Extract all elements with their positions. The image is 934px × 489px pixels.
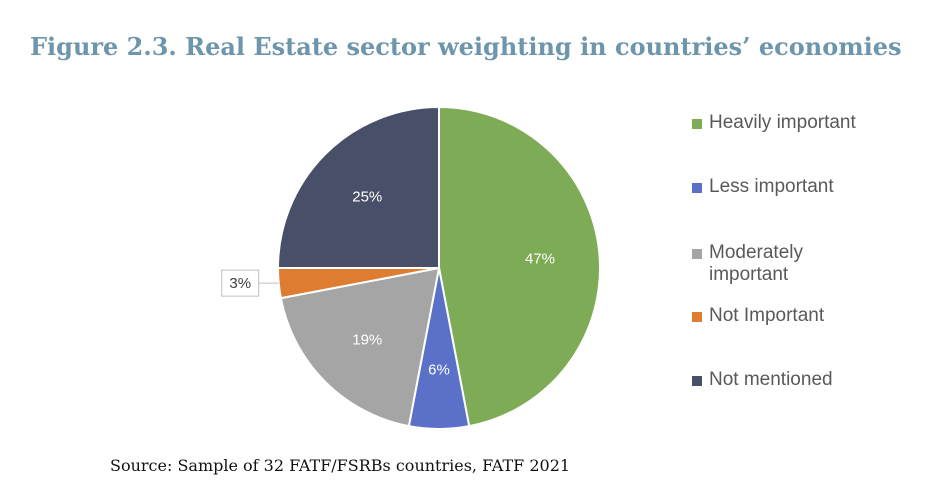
legend-swatch-moderately-important: [692, 249, 702, 259]
figure-title: Figure 2.3. Real Estate sector weighting…: [30, 32, 902, 61]
pie-slice-moderately-important: [279, 266, 441, 428]
legend-item-not-mentioned: Not mentioned: [692, 369, 922, 391]
legend-swatch-less-important: [692, 183, 702, 193]
legend-swatch-not-important: [692, 312, 702, 322]
pie-chart: 47% 6% 19% 3% 25%: [221, 105, 601, 430]
legend-item-less-important: Less important: [692, 176, 922, 198]
source-note: Source: Sample of 32 FATF/FSRBs countrie…: [110, 456, 571, 475]
slice-labels: 47% 6% 19% 3% 25%: [229, 188, 555, 378]
legend-item-not-important: Not Important: [692, 305, 922, 327]
slice-label-moderately-important: 19%: [352, 332, 382, 349]
slice-label-less-important: 6%: [428, 361, 450, 378]
slice-label-not-important: 3%: [229, 275, 251, 292]
slice-label-heavily-important: 47%: [525, 250, 555, 267]
pie-slice-heavily-important: [438, 105, 601, 428]
legend-swatch-not-mentioned: [692, 376, 702, 386]
slice-label-not-mentioned: 25%: [352, 188, 382, 205]
pie-slice-not-mentioned: [276, 105, 440, 269]
legend-label: Heavily important: [709, 112, 856, 133]
legend-label: Less important: [709, 176, 834, 197]
legend-label: Moderately important: [709, 242, 803, 285]
pie-slices: [276, 105, 601, 430]
callout-group: [221, 269, 279, 297]
legend-item-heavily-important: Heavily important: [692, 112, 922, 134]
legend-item-moderately-important: Moderately important: [692, 242, 922, 286]
legend-label: Not mentioned: [709, 369, 833, 390]
legend-label: Not Important: [709, 305, 825, 326]
legend-swatch-heavily-important: [692, 119, 702, 129]
callout-box: [221, 269, 260, 297]
